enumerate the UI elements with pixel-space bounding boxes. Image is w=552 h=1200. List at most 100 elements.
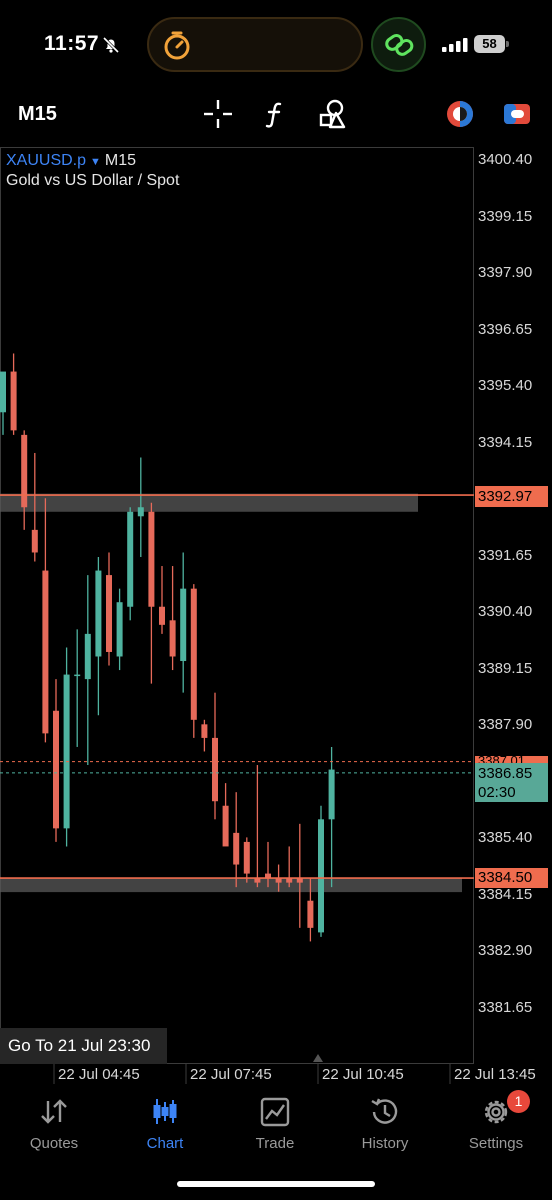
tab-quotes[interactable]: Quotes (4, 1095, 104, 1152)
candle-body (233, 832, 240, 865)
time-axis-divider (0, 1063, 474, 1064)
color-theme-icon[interactable] (444, 98, 476, 130)
tab-settings-label: Settings (468, 1135, 524, 1152)
ask-price-value: 3387.01 (478, 756, 525, 766)
price-tick-label: 3395.40 (478, 377, 533, 395)
tab-trade-label: Trade (255, 1135, 295, 1152)
symbol-header[interactable]: XAUUSD.p ▼ M15 (6, 152, 136, 170)
line-price-tag-lower: 3384.50 (475, 868, 548, 888)
candle-body (42, 570, 49, 734)
price-tick-label: 3391.65 (478, 546, 533, 564)
price-tick-label: 3387.90 (478, 716, 533, 734)
line-price-tag-upper: 3392.97 (475, 486, 548, 507)
status-time: 11:57 (44, 32, 100, 55)
tab-settings[interactable]: Settings (446, 1095, 546, 1152)
candle-body (137, 507, 144, 517)
candle-body (21, 434, 28, 508)
candle-body (265, 873, 271, 879)
link-icon (385, 33, 414, 56)
symbol-dropdown-icon[interactable]: ▼ (90, 156, 101, 168)
price-tick-label: 3394.15 (478, 433, 533, 451)
candle-body (127, 511, 134, 607)
chart-shift-marker (313, 1054, 323, 1062)
crosshair-icon[interactable] (202, 98, 234, 130)
quotes-icon (41, 1099, 67, 1124)
price-tick-label: 3400.40 (478, 151, 533, 168)
symbol-name[interactable]: XAUUSD.p (6, 152, 87, 169)
candle-body (95, 570, 102, 657)
battery-indicator: 58 (474, 35, 505, 53)
symbol-description: Gold vs US Dollar / Spot (6, 172, 180, 189)
chart-border-left (0, 148, 1, 1064)
trade-icon (260, 1097, 290, 1127)
candle-body (254, 878, 261, 883)
price-tick-label: 3384.15 (478, 885, 533, 903)
candle-body (159, 606, 165, 625)
candle-body (286, 878, 293, 883)
candle-body (275, 878, 282, 883)
price-tick-label: 3381.65 (478, 999, 533, 1016)
candle-body (84, 633, 91, 680)
live-activity-pill[interactable] (371, 17, 426, 72)
settings-icon (484, 1100, 508, 1124)
account-toggle-icon[interactable] (501, 98, 533, 130)
price-tick-label: 3382.90 (478, 942, 533, 960)
bell-muted-icon (102, 36, 120, 54)
candle-body (296, 878, 303, 883)
tab-chart-label: Chart (146, 1135, 184, 1152)
tab-trade[interactable]: Trade (225, 1095, 325, 1152)
time-tick-label: 22 Jul 13:45 (454, 1066, 536, 1083)
price-tick-label: 3396.65 (478, 320, 533, 338)
cellular-signal-icon (442, 38, 468, 52)
chart-timeframe: M15 (104, 152, 137, 169)
candle-body (190, 588, 197, 720)
dynamic-island[interactable] (147, 17, 363, 72)
tab-chart[interactable]: Chart (115, 1095, 215, 1152)
candle-body (212, 737, 218, 802)
price-tick-label: 3389.15 (478, 659, 533, 677)
bar-countdown: 02:30 (478, 784, 516, 801)
candle-body (169, 620, 176, 657)
stopwatch-icon (164, 31, 190, 60)
price-tick-label: 3399.15 (478, 207, 533, 225)
candle-body (328, 769, 335, 820)
price-tick-label: 3385.40 (478, 829, 533, 847)
history-icon (371, 1098, 398, 1124)
goto-date-button[interactable]: Go To 21 Jul 23:30 (0, 1028, 167, 1064)
candle-body (318, 819, 324, 933)
candle-body (243, 841, 250, 874)
price-tick-label: 3390.40 (478, 603, 533, 621)
candle-body (116, 602, 123, 657)
candle-body (31, 529, 38, 553)
candle-body (0, 371, 6, 413)
candle-body (53, 710, 59, 829)
settings-notification-badge: 1 (507, 1090, 530, 1113)
candle-body (180, 588, 187, 662)
candle-body (201, 724, 208, 738)
candle-body (222, 805, 229, 847)
price-axis-divider (473, 148, 474, 1064)
zone-rect (0, 493, 418, 512)
candle-body (106, 575, 112, 652)
tab-history-label: History (361, 1135, 409, 1152)
objects-icon[interactable] (317, 98, 349, 130)
tab-history[interactable]: History (335, 1095, 435, 1152)
bid-price-value: 3386.85 (478, 765, 533, 782)
time-tick-label: 22 Jul 04:45 (58, 1066, 140, 1083)
bid-price-tag: 3386.85 02:30 (475, 763, 548, 802)
candle-body (74, 674, 81, 677)
candle-body (307, 900, 314, 928)
home-indicator[interactable] (177, 1181, 375, 1187)
candle-body (10, 371, 17, 431)
time-tick-label: 22 Jul 07:45 (190, 1066, 272, 1083)
function-icon[interactable] (259, 98, 291, 130)
ask-price-tag: 3387.01 (475, 756, 548, 766)
timeframe-button[interactable]: M15 (18, 103, 57, 125)
candle-body (63, 674, 70, 829)
chart-border-top (0, 147, 474, 148)
battery-nub (506, 41, 509, 47)
time-tick-label: 22 Jul 10:45 (322, 1066, 404, 1083)
price-tick-label: 3397.90 (478, 264, 533, 282)
zone-rect (0, 878, 462, 893)
